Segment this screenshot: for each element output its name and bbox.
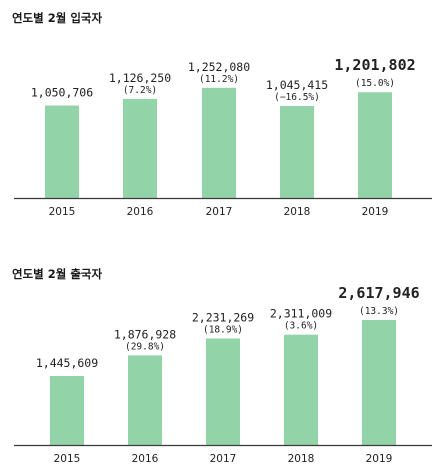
x-tick-label: 2019: [366, 453, 393, 465]
change-label: (18.9%): [203, 324, 243, 335]
bar-2015: [45, 105, 79, 198]
value-label: 2,617,946: [338, 284, 419, 302]
bar-2016: [128, 355, 162, 445]
x-tick-label: 2019: [362, 206, 389, 218]
change-label: (7.2%): [123, 85, 157, 96]
value-label: 1,252,080: [188, 60, 250, 74]
bar-2015: [50, 375, 84, 445]
x-tick-label: 2016: [127, 206, 154, 218]
value-label: 1,045,415: [266, 78, 328, 92]
bar-2019: [362, 320, 396, 445]
value-label: 1,050,706: [31, 86, 93, 100]
x-tick-label: 2018: [284, 206, 311, 218]
value-label: 1,201,802: [334, 56, 415, 74]
bar-2017: [202, 87, 236, 198]
bar-2019: [358, 92, 392, 198]
x-tick-label: 2015: [54, 453, 81, 465]
bar-2018: [280, 106, 314, 198]
bar-2017: [206, 338, 240, 445]
bar-2016: [123, 98, 157, 198]
value-label: 1,876,928: [114, 327, 176, 341]
x-tick-label: 2017: [206, 206, 233, 218]
change-label: (11.2%): [199, 74, 239, 85]
value-label: 1,445,609: [36, 356, 98, 370]
change-label: (29.8%): [125, 341, 165, 352]
change-label: (−16.5%): [274, 92, 320, 103]
x-tick-label: 2015: [49, 206, 76, 218]
change-label: (3.6%): [284, 321, 318, 332]
change-label: (15.0%): [355, 78, 395, 89]
x-tick-label: 2016: [132, 453, 159, 465]
x-tick-label: 2017: [210, 453, 237, 465]
chart-title: 연도별 2월 입국자: [12, 11, 102, 25]
chart-title: 연도별 2월 출국자: [12, 267, 102, 281]
change-label: (13.3%): [359, 306, 399, 317]
value-label: 2,231,269: [192, 310, 254, 324]
value-label: 1,126,250: [109, 71, 171, 85]
x-tick-label: 2018: [288, 453, 315, 465]
bar-2018: [284, 334, 318, 445]
value-label: 2,311,009: [270, 307, 332, 321]
